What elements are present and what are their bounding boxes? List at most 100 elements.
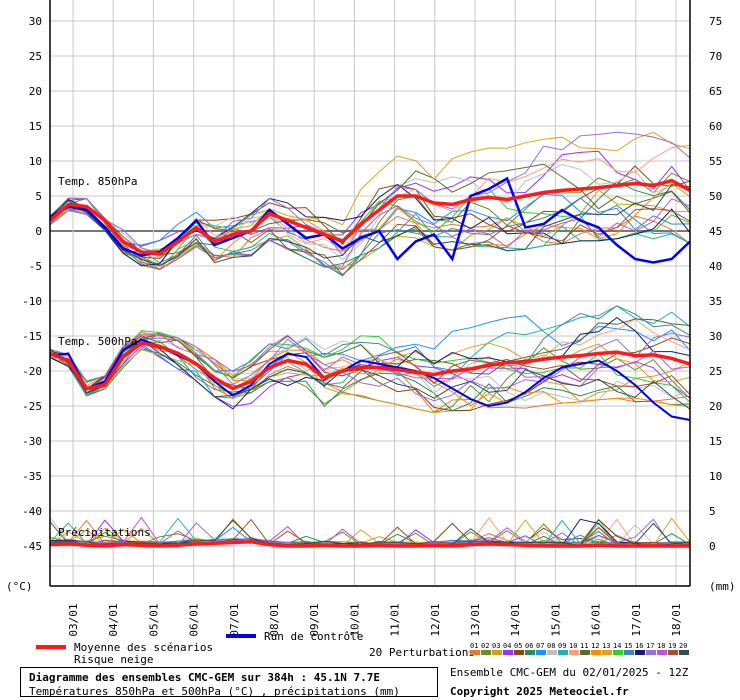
chart-grid — [50, 0, 690, 586]
perturbation-t850-line — [49, 184, 691, 267]
legend-pert-swatch — [635, 650, 645, 655]
section-label-t500: Temp. 500hPa — [58, 335, 137, 348]
right-tick-label: 70 — [709, 50, 722, 63]
right-tick-label: 20 — [709, 400, 722, 413]
mean-t500-line — [49, 341, 691, 391]
perturbation-t500-line — [49, 342, 691, 400]
perturbation-t850-line — [49, 131, 691, 253]
left-tick-label: 0 — [35, 225, 42, 238]
right-tick-label: 75 — [709, 15, 722, 28]
right-tick-label: 35 — [709, 295, 722, 308]
left-tick-label: 20 — [29, 85, 42, 98]
left-tick-label: 30 — [29, 15, 42, 28]
legend-pert-swatch — [481, 650, 491, 655]
legend-pert-swatch — [558, 650, 568, 655]
legend-pert-number: 17 — [646, 642, 654, 650]
legend-pert-swatch — [503, 650, 513, 655]
perturbation-t500-line — [49, 338, 691, 410]
right-tick-label: 60 — [709, 120, 722, 133]
perturbation-t500-line — [49, 330, 691, 403]
legend-pert-swatch — [679, 650, 689, 655]
x-tick-label: 16/01 — [590, 603, 603, 636]
x-tick-label: 03/01 — [67, 603, 80, 636]
legend-pert-swatch — [547, 650, 557, 655]
legend-pert-swatch — [591, 650, 601, 655]
section-label-t850: Temp. 850hPa — [58, 175, 137, 188]
legend-pert-swatch — [646, 650, 656, 655]
left-axis-unit: (°C) — [6, 580, 33, 593]
perturbation-t850-line — [49, 163, 691, 256]
x-tick-label: 06/01 — [188, 603, 201, 636]
x-tick-label: 07/01 — [228, 603, 241, 636]
perturbation-t500-line — [49, 345, 691, 407]
left-tick-label: -15 — [22, 330, 42, 343]
legend-pert-number: 04 — [503, 642, 511, 650]
x-tick-label: 09/01 — [308, 603, 321, 636]
legend-pert-number: 19 — [668, 642, 676, 650]
legend-pert-number: 11 — [580, 642, 588, 650]
legend-mean-label: Moyenne des scénarios — [74, 641, 213, 654]
right-axis-unit: (mm) — [709, 580, 736, 593]
left-tick-label: 15 — [29, 120, 42, 133]
legend-pert-swatch — [624, 650, 634, 655]
right-tick-label: 45 — [709, 225, 722, 238]
legend-snow-label: Risque neige — [74, 653, 153, 666]
legend-perturbations-label: 20 Perturbations — [369, 646, 475, 659]
legend-pert-swatch — [470, 650, 480, 655]
mean-t850-line — [48, 178, 691, 256]
legend-pert-number: 14 — [613, 642, 621, 650]
legend-pert-number: 08 — [547, 642, 555, 650]
legend-pert-swatch — [613, 650, 623, 655]
perturbation-t500-line — [49, 336, 691, 402]
perturbation-t500-line — [49, 348, 691, 412]
perturbation-t500-line — [49, 335, 691, 396]
legend-pert-number: 01 — [470, 642, 478, 650]
section-label-precip: Précipitations — [58, 526, 151, 539]
legend-pert-number: 05 — [514, 642, 522, 650]
perturbation-lines — [49, 131, 691, 547]
x-tick-label: 13/01 — [469, 603, 482, 636]
left-tick-label: -30 — [22, 435, 42, 448]
perturbation-t850-line — [49, 165, 691, 260]
legend-pert-number: 13 — [602, 642, 610, 650]
perturbation-precip-line — [49, 518, 691, 546]
perturbation-t850-line — [49, 144, 691, 261]
left-tick-label: 5 — [35, 190, 42, 203]
legend-pert-swatch — [514, 650, 524, 655]
right-tick-label: 30 — [709, 330, 722, 343]
mean-and-control-lines — [48, 176, 691, 548]
left-tick-label: -20 — [22, 365, 42, 378]
x-tick-label: 15/01 — [549, 603, 562, 636]
right-tick-label: 10 — [709, 470, 722, 483]
perturbation-t500-line — [49, 305, 691, 397]
legend-pert-swatch — [569, 650, 579, 655]
legend-pert-swatch — [657, 650, 667, 655]
legend-pert-swatch — [536, 650, 546, 655]
perturbation-t850-line — [49, 193, 691, 249]
footer-box: Diagramme des ensembles CMC-GEM sur 384h… — [20, 667, 438, 698]
left-tick-label: 25 — [29, 50, 42, 63]
x-tick-label: 14/01 — [509, 603, 522, 636]
right-tick-label: 65 — [709, 85, 722, 98]
legend-pert-swatch — [492, 650, 502, 655]
chart-axes — [49, 0, 691, 587]
legend-pert-number: 09 — [558, 642, 566, 650]
legend-pert-number: 06 — [525, 642, 533, 650]
legend-pert-number: 03 — [492, 642, 500, 650]
right-tick-label: 50 — [709, 190, 722, 203]
perturbation-t850-line — [49, 207, 691, 276]
perturbation-t850-line — [49, 131, 691, 257]
left-tick-label: -40 — [22, 505, 42, 518]
right-tick-label: 0 — [709, 540, 716, 553]
legend-pert-number: 18 — [657, 642, 665, 650]
ensemble-info: Ensemble CMC-GEM du 02/01/2025 - 12Z — [450, 666, 689, 679]
legend-pert-swatch — [580, 650, 590, 655]
left-tick-label: -35 — [22, 470, 42, 483]
legend-pert-number: 15 — [624, 642, 632, 650]
left-tick-label: -10 — [22, 295, 42, 308]
perturbation-t850-line — [49, 182, 691, 270]
legend-pert-swatch — [602, 650, 612, 655]
